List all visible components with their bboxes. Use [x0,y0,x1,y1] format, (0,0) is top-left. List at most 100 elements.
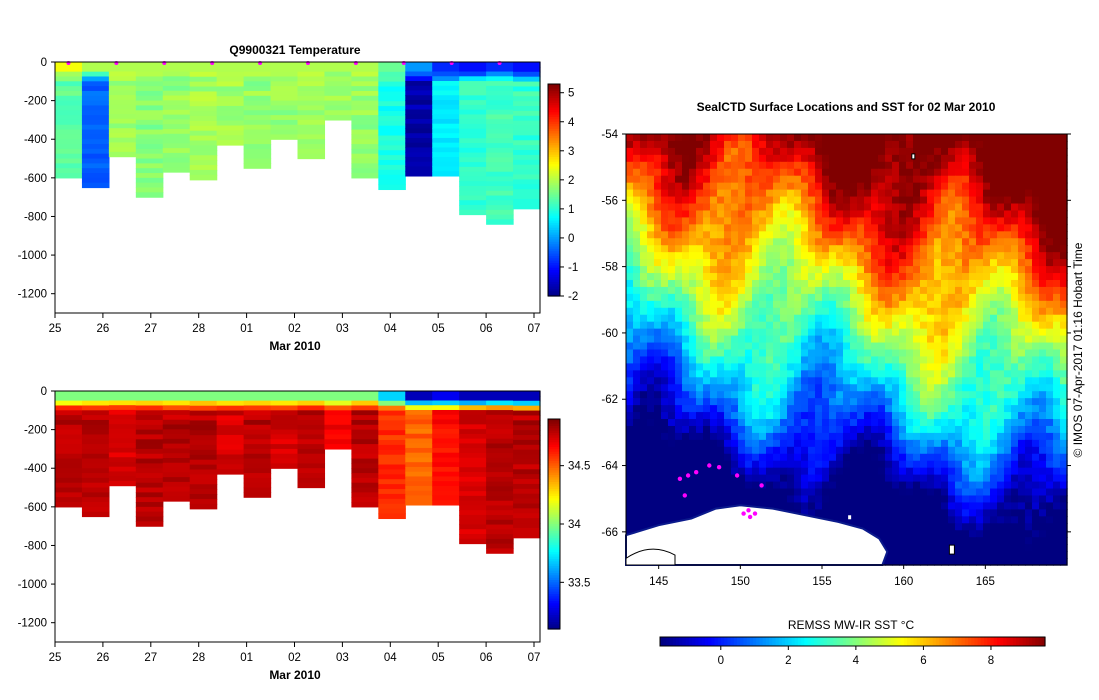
sst-cell [808,231,816,239]
sst-cell [1018,453,1026,462]
sst-cell [682,259,690,267]
sst-cell [675,453,683,462]
sst-cell [997,300,1005,309]
sst-cell [731,460,739,469]
section-cell [378,410,406,417]
sst-cell [1025,168,1033,177]
sst-cell [983,154,991,163]
sst-cell [822,168,830,177]
sst-cell [1004,210,1012,219]
section-cell [486,524,514,530]
section-cell [216,454,245,460]
section-cell [55,463,83,469]
sst-cell [745,293,753,302]
sst-cell [626,391,634,399]
colorbar-segment [548,208,560,212]
section-cell [432,118,460,125]
sst-cell [633,509,641,518]
sst-cell [843,467,851,476]
colorbar-segment [548,510,560,513]
sst-cell [927,446,935,455]
sst-cell [654,342,662,351]
sst-cell [1025,175,1033,184]
sst-cell [941,356,949,365]
sst-cell [976,314,984,323]
sst-cell [682,300,690,309]
sst-cell [871,210,879,219]
sst-cell [794,279,802,288]
sst-cell [857,398,865,406]
section-cell [81,506,110,513]
sst-cell [878,481,886,490]
sst-cell [808,154,816,163]
colorbar-segment [548,470,560,474]
sst-cell [836,502,844,511]
colorbar-segment [548,596,560,600]
sst-cell [717,439,725,448]
sst-cell [654,412,662,420]
section-cell [351,458,379,465]
sst-cell [913,349,921,358]
sst-cell [899,537,907,545]
sst-cell [696,259,704,267]
sst-cell [640,189,648,198]
sst-cell [808,293,816,302]
sst-cell [626,425,634,434]
sst-cell [1011,467,1019,476]
sst-cell [906,467,914,476]
sst-cell [689,502,697,511]
sst-cell [752,391,760,399]
sst-cell [976,467,984,476]
sst-cell [745,495,753,504]
colorbar-segment [548,222,560,226]
sst-cell [829,467,837,476]
sst-cell [976,335,984,344]
sst-cell [794,349,802,358]
sst-cell [696,391,704,399]
section-cell [270,434,299,440]
sst-cell [689,293,697,302]
section-cell [324,95,352,102]
sst-cell [941,210,949,219]
sst-cell [626,474,634,483]
sst-cell [969,481,977,490]
sst-cell [941,509,949,518]
sst-cell [976,321,984,330]
sst-cell [920,495,928,504]
section-cell [135,429,164,436]
section-cell [135,134,164,140]
sst-cell [955,523,963,531]
sst-cell [1039,321,1047,330]
sst-cell [668,273,676,281]
sst-cell [815,286,823,295]
sst-cell [801,446,809,455]
sst-cell [724,161,732,170]
sst-cell [689,189,697,198]
sst-cell [1004,544,1012,552]
sst-cell [920,189,928,198]
sst-cell [808,425,816,434]
sst-cell [808,217,816,226]
sst-cell [948,377,956,385]
sst-cell [885,453,893,462]
section-cell [486,114,514,120]
section-cell [216,391,245,397]
sst-cell [710,210,718,219]
colorbar-segment [548,279,560,283]
sst-cell [899,363,907,372]
section-cell [81,502,110,508]
sst-cell [682,175,690,184]
section-cell [351,129,379,136]
section-cell [81,62,110,68]
section-cell [135,177,164,184]
section-cell [351,105,379,111]
sst-cell [654,134,662,142]
section-cell [216,125,245,131]
sst-cell [731,481,739,490]
sst-cell [766,453,774,462]
sst-cell [864,412,872,420]
section-cell [324,444,352,450]
sst-cell [850,307,858,316]
sst-cell [850,384,858,392]
sst-cell [626,161,634,170]
